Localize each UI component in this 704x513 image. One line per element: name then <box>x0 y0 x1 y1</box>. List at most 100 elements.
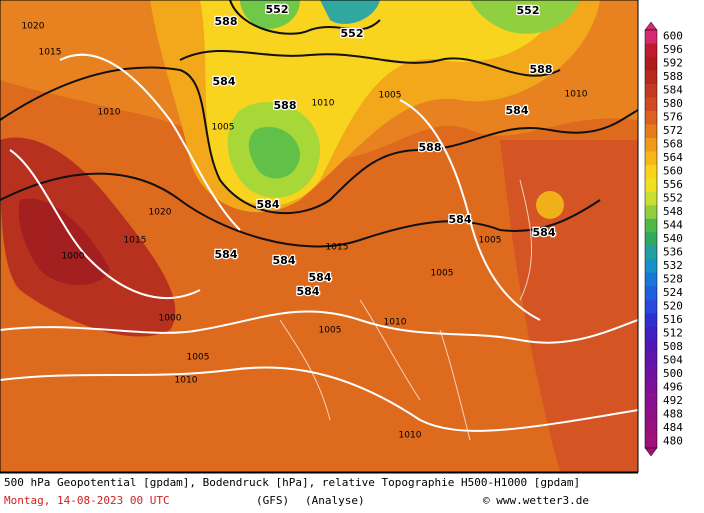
colorbar-label: 516 <box>663 313 683 326</box>
colorbar-swatch <box>645 110 657 125</box>
colorbar-label: 536 <box>663 245 683 258</box>
colorbar-label: 488 <box>663 407 683 420</box>
east-band <box>500 140 638 472</box>
contour-label: 1015 <box>326 243 349 253</box>
colorbar-label: 528 <box>663 272 683 285</box>
colorbar-swatch <box>645 191 657 206</box>
map-frame <box>0 0 639 473</box>
colorbar-swatch <box>645 30 657 44</box>
colorbar-label: 552 <box>663 192 683 205</box>
colorbar-frame <box>644 29 658 449</box>
colorbar-label: 480 <box>663 434 683 447</box>
contour-label: 1010 <box>312 99 335 109</box>
contour-label: 1015 <box>124 236 147 246</box>
colorbar-swatch <box>645 340 657 354</box>
colorbar-label: 564 <box>663 151 683 164</box>
colorbar-label: 520 <box>663 299 683 312</box>
contour-label: 1010 <box>175 376 198 386</box>
colorbar-swatch <box>645 178 657 193</box>
contour-label: 552 <box>341 27 364 40</box>
contour-label: 584 <box>449 213 472 226</box>
hot-core <box>18 198 111 285</box>
colorbar-swatch <box>645 380 657 395</box>
colorbar-swatch <box>645 299 657 314</box>
colorbar-arrow-top <box>644 21 658 31</box>
contour-label: 588 <box>530 63 553 76</box>
colorbar-label: 500 <box>663 367 683 380</box>
colorbar-label: 580 <box>663 97 683 110</box>
colorbar-label: 556 <box>663 178 683 191</box>
colorbar-label: 504 <box>663 353 683 366</box>
colorbar-label: 592 <box>663 57 683 70</box>
colorbar-swatch <box>645 205 657 220</box>
contour-label: 584 <box>297 285 320 298</box>
contour-label: 1010 <box>565 90 588 100</box>
colorbar-label: 544 <box>663 219 683 232</box>
colorbar-swatch <box>645 232 657 247</box>
green-core <box>248 126 300 179</box>
colorbar-label: 512 <box>663 326 683 339</box>
colorbar-swatch <box>645 164 657 179</box>
footer-title: 500 hPa Geopotential [gpdam], Bodendruck… <box>4 476 580 489</box>
colorbar-swatch <box>645 151 657 166</box>
colorbar-label: 560 <box>663 165 683 178</box>
contour-label: 1010 <box>399 431 422 441</box>
colorbar-label: 496 <box>663 380 683 393</box>
contour-label: 1015 <box>39 48 62 58</box>
contour-label: 588 <box>215 15 238 28</box>
contour-label: 584 <box>215 248 238 261</box>
cutoff-low <box>536 191 564 219</box>
footer-credit: © www.wetter3.de <box>483 494 589 507</box>
colorbar-swatch <box>645 313 657 327</box>
colorbar-swatch <box>645 353 657 368</box>
contour-label: 584 <box>273 254 296 267</box>
contour-label: 584 <box>213 75 236 88</box>
contour-label: 552 <box>517 4 540 17</box>
colorbar-swatch <box>645 272 657 287</box>
colorbar-swatch <box>645 83 657 98</box>
colorbar-swatch <box>645 97 657 112</box>
colorbar-label: 572 <box>663 124 683 137</box>
colorbar-label: 568 <box>663 138 683 151</box>
contour-label: 588 <box>419 141 442 154</box>
colorbar-arrow-bottom <box>644 447 658 457</box>
colorbar-swatch <box>645 421 657 435</box>
colorbar-swatch <box>645 43 657 58</box>
contour-label: 1000 <box>159 314 182 324</box>
contour-label: 1010 <box>384 318 407 328</box>
contour-label: 1005 <box>379 91 402 101</box>
contour-label: 1010 <box>98 108 121 118</box>
colorbar-swatch <box>645 124 657 139</box>
contour-label: 1020 <box>149 208 172 218</box>
contour-label: 584 <box>506 104 529 117</box>
colorbar-swatch <box>645 434 657 449</box>
colorbar-label: 588 <box>663 70 683 83</box>
colorbar-swatch <box>645 70 657 85</box>
contour-label: 584 <box>257 198 280 211</box>
colorbar-label: 508 <box>663 340 683 353</box>
colorbar-swatch <box>645 394 657 408</box>
colorbar-label: 600 <box>663 30 683 43</box>
colorbar-label: 596 <box>663 43 683 56</box>
green-east <box>470 0 580 34</box>
green-north <box>240 0 300 29</box>
colorbar-swatch <box>645 367 657 381</box>
colorbar-swatch <box>645 326 657 341</box>
blue-north <box>320 0 380 24</box>
colorbar-swatch <box>645 259 657 274</box>
colorbar-swatch <box>645 56 657 71</box>
footer-date: Montag, 14-08-2023 00 UTC <box>4 494 170 507</box>
footer-model: (GFS) <box>256 494 289 507</box>
colorbar-swatch <box>645 407 657 422</box>
colorbar-label: 584 <box>663 84 683 97</box>
contour-label: 1005 <box>319 326 342 336</box>
contour-label: 588 <box>274 99 297 112</box>
colorbar-swatch <box>645 218 657 233</box>
map <box>0 0 638 472</box>
colorbar-label: 484 <box>663 421 683 434</box>
contour-label: 1005 <box>187 353 210 363</box>
footer-run: (Analyse) <box>305 494 365 507</box>
colorbar-label: 532 <box>663 259 683 272</box>
colorbar-swatch <box>645 245 657 260</box>
